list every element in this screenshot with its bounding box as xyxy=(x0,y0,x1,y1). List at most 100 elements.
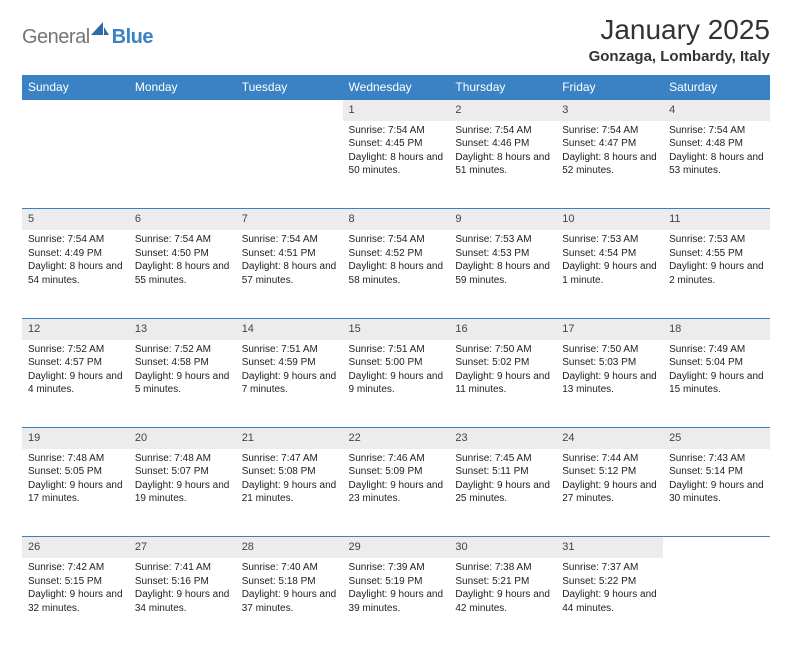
day-info-line: Sunset: 5:00 PM xyxy=(349,356,444,370)
day-content-cell: Sunrise: 7:45 AMSunset: 5:11 PMDaylight:… xyxy=(449,449,556,537)
day-info-line: Sunset: 5:09 PM xyxy=(349,465,444,479)
day-info-line: Sunrise: 7:54 AM xyxy=(349,124,444,138)
day-number: 18 xyxy=(669,323,681,335)
day-number: 13 xyxy=(135,323,147,335)
day-number-cell: 26 xyxy=(22,537,129,558)
day-info-line: Sunset: 4:52 PM xyxy=(349,247,444,261)
day-info-line: Sunset: 5:03 PM xyxy=(562,356,657,370)
day-info-line: Sunrise: 7:52 AM xyxy=(28,343,123,357)
day-content-cell xyxy=(236,121,343,209)
day-info-line: Sunset: 4:50 PM xyxy=(135,247,230,261)
day-info-line: Sunset: 5:14 PM xyxy=(669,465,764,479)
day-info-line: Daylight: 9 hours and 11 minutes. xyxy=(455,370,550,397)
day-info-line: Daylight: 8 hours and 54 minutes. xyxy=(28,260,123,287)
day-info-line: Sunrise: 7:40 AM xyxy=(242,561,337,575)
day-content-cell: Sunrise: 7:41 AMSunset: 5:16 PMDaylight:… xyxy=(129,558,236,646)
content-row: Sunrise: 7:52 AMSunset: 4:57 PMDaylight:… xyxy=(22,340,770,428)
page-header: General Blue January 2025 Gonzaga, Lomba… xyxy=(22,14,770,65)
day-number: 2 xyxy=(455,104,461,116)
day-number-cell: 12 xyxy=(22,318,129,339)
month-title: January 2025 xyxy=(589,14,770,46)
day-number-cell: 15 xyxy=(343,318,450,339)
day-number-cell: 8 xyxy=(343,209,450,230)
day-number: 9 xyxy=(455,213,461,225)
content-row: Sunrise: 7:42 AMSunset: 5:15 PMDaylight:… xyxy=(22,558,770,646)
day-info-line: Daylight: 8 hours and 50 minutes. xyxy=(349,151,444,178)
day-info-line: Daylight: 8 hours and 51 minutes. xyxy=(455,151,550,178)
day-content-cell: Sunrise: 7:54 AMSunset: 4:52 PMDaylight:… xyxy=(343,230,450,318)
day-number-cell: 16 xyxy=(449,318,556,339)
day-number: 19 xyxy=(28,432,40,444)
day-content-cell: Sunrise: 7:53 AMSunset: 4:54 PMDaylight:… xyxy=(556,230,663,318)
weekday-header-row: Sunday Monday Tuesday Wednesday Thursday… xyxy=(22,75,770,100)
day-info-line: Daylight: 9 hours and 19 minutes. xyxy=(135,479,230,506)
day-info-line: Sunrise: 7:48 AM xyxy=(28,452,123,466)
day-info-line: Sunrise: 7:54 AM xyxy=(455,124,550,138)
day-info-line: Sunset: 5:07 PM xyxy=(135,465,230,479)
day-number-cell: 25 xyxy=(663,428,770,449)
day-number: 29 xyxy=(349,541,361,553)
day-number: 25 xyxy=(669,432,681,444)
day-info-line: Sunset: 4:46 PM xyxy=(455,137,550,151)
day-info-line: Sunrise: 7:38 AM xyxy=(455,561,550,575)
day-info-line: Sunrise: 7:50 AM xyxy=(455,343,550,357)
day-number: 4 xyxy=(669,104,675,116)
day-number-cell: 11 xyxy=(663,209,770,230)
day-content-cell: Sunrise: 7:50 AMSunset: 5:02 PMDaylight:… xyxy=(449,340,556,428)
day-info-line: Sunrise: 7:51 AM xyxy=(242,343,337,357)
day-number: 27 xyxy=(135,541,147,553)
day-number-cell xyxy=(129,100,236,121)
day-info-line: Sunrise: 7:54 AM xyxy=(135,233,230,247)
day-number: 6 xyxy=(135,213,141,225)
day-content-cell: Sunrise: 7:53 AMSunset: 4:55 PMDaylight:… xyxy=(663,230,770,318)
day-number-cell: 4 xyxy=(663,100,770,121)
title-block: January 2025 Gonzaga, Lombardy, Italy xyxy=(589,14,770,65)
day-info-line: Sunset: 4:47 PM xyxy=(562,137,657,151)
day-number-cell: 21 xyxy=(236,428,343,449)
day-info-line: Sunrise: 7:43 AM xyxy=(669,452,764,466)
content-row: Sunrise: 7:54 AMSunset: 4:45 PMDaylight:… xyxy=(22,121,770,209)
day-info-line: Sunset: 4:55 PM xyxy=(669,247,764,261)
day-info-line: Sunset: 5:21 PM xyxy=(455,575,550,589)
day-info-line: Sunrise: 7:54 AM xyxy=(669,124,764,138)
day-number-cell: 2 xyxy=(449,100,556,121)
day-number: 5 xyxy=(28,213,34,225)
day-info-line: Daylight: 9 hours and 17 minutes. xyxy=(28,479,123,506)
day-info-line: Daylight: 9 hours and 4 minutes. xyxy=(28,370,123,397)
weekday-header: Thursday xyxy=(449,75,556,100)
day-content-cell: Sunrise: 7:43 AMSunset: 5:14 PMDaylight:… xyxy=(663,449,770,537)
weekday-header: Saturday xyxy=(663,75,770,100)
day-number-cell: 20 xyxy=(129,428,236,449)
day-number: 3 xyxy=(562,104,568,116)
day-number: 24 xyxy=(562,432,574,444)
day-info-line: Sunrise: 7:52 AM xyxy=(135,343,230,357)
day-content-cell: Sunrise: 7:52 AMSunset: 4:57 PMDaylight:… xyxy=(22,340,129,428)
day-content-cell: Sunrise: 7:54 AMSunset: 4:46 PMDaylight:… xyxy=(449,121,556,209)
day-number-cell: 23 xyxy=(449,428,556,449)
day-info-line: Sunrise: 7:37 AM xyxy=(562,561,657,575)
day-content-cell: Sunrise: 7:38 AMSunset: 5:21 PMDaylight:… xyxy=(449,558,556,646)
day-number-cell: 28 xyxy=(236,537,343,558)
brand-part1: General xyxy=(22,26,90,49)
day-number: 8 xyxy=(349,213,355,225)
day-number: 10 xyxy=(562,213,574,225)
day-info-line: Sunrise: 7:45 AM xyxy=(455,452,550,466)
content-row: Sunrise: 7:54 AMSunset: 4:49 PMDaylight:… xyxy=(22,230,770,318)
weekday-header: Sunday xyxy=(22,75,129,100)
day-content-cell: Sunrise: 7:54 AMSunset: 4:45 PMDaylight:… xyxy=(343,121,450,209)
day-number-cell xyxy=(663,537,770,558)
weekday-header: Wednesday xyxy=(343,75,450,100)
day-info-line: Sunrise: 7:39 AM xyxy=(349,561,444,575)
day-number-cell: 29 xyxy=(343,537,450,558)
day-info-line: Sunset: 4:59 PM xyxy=(242,356,337,370)
day-number: 11 xyxy=(669,213,680,225)
weekday-header: Monday xyxy=(129,75,236,100)
day-number-cell: 27 xyxy=(129,537,236,558)
day-number-cell: 1 xyxy=(343,100,450,121)
day-info-line: Sunset: 5:19 PM xyxy=(349,575,444,589)
weekday-header: Friday xyxy=(556,75,663,100)
day-info-line: Daylight: 8 hours and 55 minutes. xyxy=(135,260,230,287)
day-number-cell: 31 xyxy=(556,537,663,558)
day-info-line: Sunset: 5:18 PM xyxy=(242,575,337,589)
day-content-cell: Sunrise: 7:54 AMSunset: 4:50 PMDaylight:… xyxy=(129,230,236,318)
